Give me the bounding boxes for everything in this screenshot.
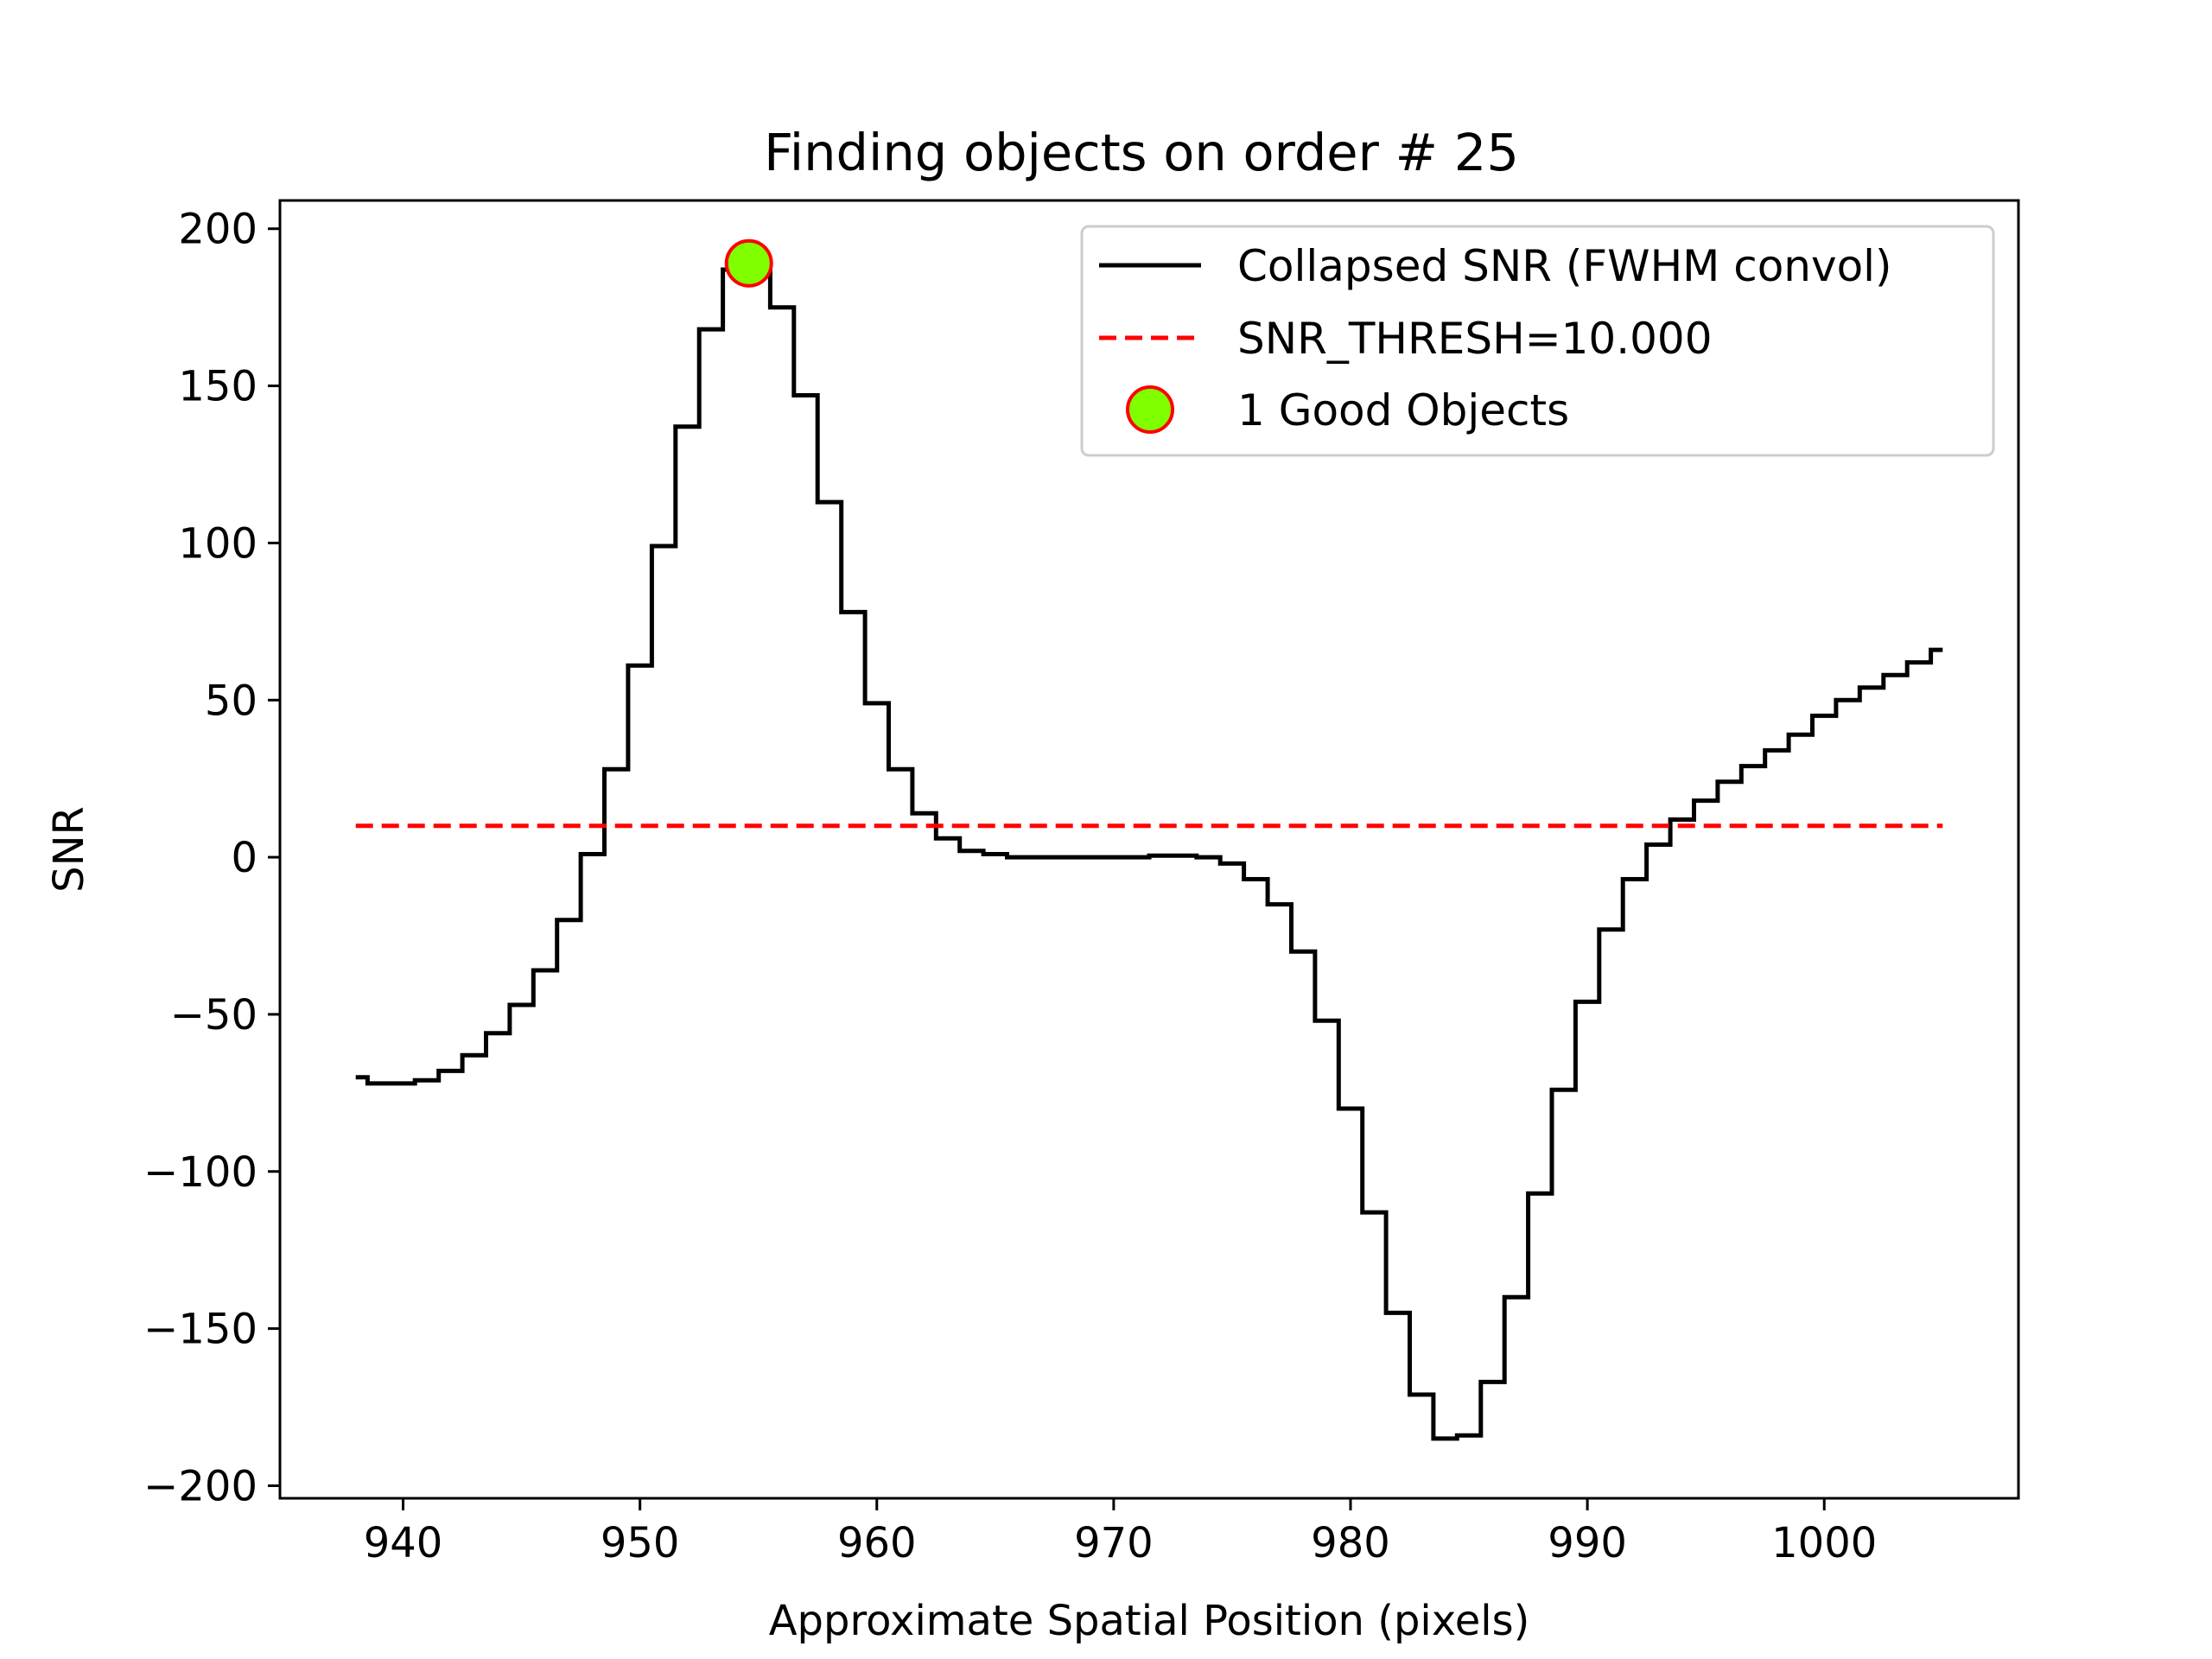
x-tick-label: 970 bbox=[1074, 1519, 1154, 1567]
y-tick-label: 0 bbox=[231, 834, 257, 882]
good-object-marker bbox=[724, 238, 773, 288]
x-axis-ticks: 940 950 960 970 980 990 1000 bbox=[364, 1498, 1877, 1567]
y-tick-label: 50 bbox=[205, 677, 257, 725]
legend-swatch-good-objects bbox=[1126, 385, 1174, 434]
y-tick-label: −100 bbox=[143, 1148, 257, 1197]
y-tick-label: −150 bbox=[143, 1306, 257, 1354]
chart-title: Finding objects on order # 25 bbox=[764, 123, 1519, 182]
series-line-collapsed-snr bbox=[355, 261, 1943, 1441]
y-tick-label: −50 bbox=[170, 991, 257, 1039]
axes-frame bbox=[278, 199, 2020, 1500]
x-tick-label: 980 bbox=[1311, 1519, 1390, 1567]
legend-label-good-objects: 1 Good Objects bbox=[1237, 385, 1569, 435]
y-axis-label: SNR bbox=[45, 806, 93, 893]
legend: Collapsed SNR (FWHM convol) SNR_THRESH=1… bbox=[1080, 225, 1995, 457]
legend-label-snr-thresh: SNR_THRESH=10.000 bbox=[1237, 314, 1713, 364]
x-tick-label: 950 bbox=[601, 1519, 680, 1567]
y-tick-label: 150 bbox=[178, 363, 257, 411]
legend-label-collapsed-snr: Collapsed SNR (FWHM convol) bbox=[1237, 241, 1892, 291]
y-tick-label: 200 bbox=[178, 206, 257, 254]
y-axis-ticks: −200 −150 −100 −50 0 50 100 150 200 bbox=[143, 206, 280, 1510]
x-tick-label: 960 bbox=[837, 1519, 917, 1567]
x-tick-label: 1000 bbox=[1771, 1519, 1877, 1567]
y-tick-label: 100 bbox=[178, 519, 257, 568]
x-tick-label: 940 bbox=[364, 1519, 443, 1567]
x-axis-label: Approximate Spatial Position (pixels) bbox=[769, 1597, 1530, 1645]
plot-area bbox=[355, 238, 1943, 1441]
y-tick-label: −200 bbox=[143, 1462, 257, 1510]
x-tick-label: 990 bbox=[1548, 1519, 1627, 1567]
legend-box bbox=[1080, 225, 1995, 457]
